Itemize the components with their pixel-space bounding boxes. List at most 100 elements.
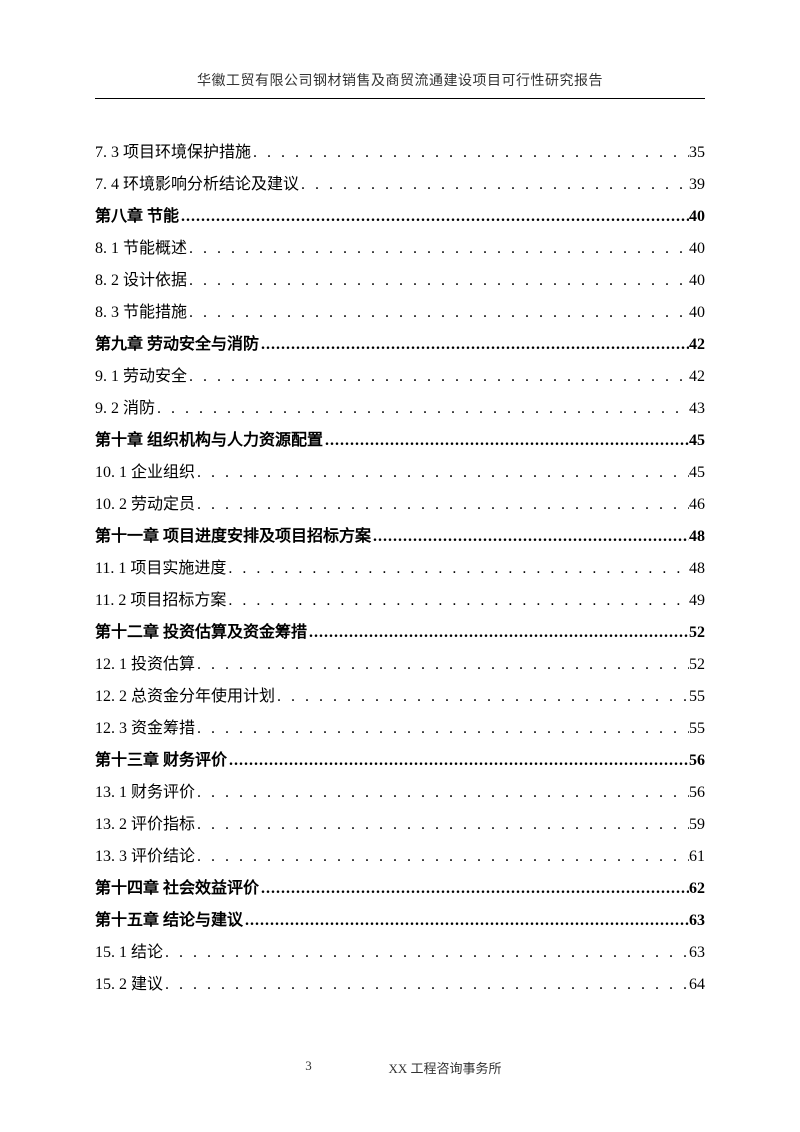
toc-page: 52 [689, 617, 705, 649]
toc-entry: 13. 1 财务评价. . . . . . . . . . . . . . . … [95, 777, 705, 809]
toc-entry: 第八章 节能..................................… [95, 201, 705, 233]
toc-page: 45 [689, 457, 705, 489]
toc-entry: 11. 2 项目招标方案. . . . . . . . . . . . . . … [95, 585, 705, 617]
toc-label: 12. 3 资金筹措 [95, 713, 195, 745]
toc-entry: 第九章 劳动安全与消防.............................… [95, 329, 705, 361]
toc-leader: . . . . . . . . . . . . . . . . . . . . … [195, 649, 689, 681]
toc-leader: ........................................… [259, 329, 689, 361]
toc-label: 9. 1 劳动安全 [95, 361, 187, 393]
toc-label: 15. 2 建议 [95, 969, 163, 1001]
toc-page: 45 [689, 425, 705, 457]
toc-leader: ........................................… [307, 617, 689, 649]
toc-leader: . . . . . . . . . . . . . . . . . . . . … [187, 361, 689, 393]
toc-label: 12. 1 投资估算 [95, 649, 195, 681]
toc-leader: ........................................… [371, 521, 689, 553]
toc-leader: . . . . . . . . . . . . . . . . . . . . … [299, 169, 689, 201]
toc-leader: ........................................… [227, 745, 689, 777]
toc-entry: 12. 3 资金筹措. . . . . . . . . . . . . . . … [95, 713, 705, 745]
toc-leader: . . . . . . . . . . . . . . . . . . . . … [195, 713, 689, 745]
toc-entry: 15. 1 结论. . . . . . . . . . . . . . . . … [95, 937, 705, 969]
page-footer: 3 XX 工程咨询事务所 [0, 1058, 800, 1077]
toc-entry: 9. 1 劳动安全. . . . . . . . . . . . . . . .… [95, 361, 705, 393]
toc-label: 8. 1 节能概述 [95, 233, 187, 265]
toc-label: 8. 2 设计依据 [95, 265, 187, 297]
toc-leader: . . . . . . . . . . . . . . . . . . . . … [275, 681, 689, 713]
toc-page: 61 [689, 841, 705, 873]
toc-page: 48 [689, 521, 705, 553]
toc-page: 52 [689, 649, 705, 681]
header-title: 华徽工贸有限公司钢材销售及商贸流通建设项目可行性研究报告 [197, 74, 603, 89]
toc-leader: . . . . . . . . . . . . . . . . . . . . … [195, 809, 689, 841]
toc-label: 第十章 组织机构与人力资源配置 [95, 425, 323, 457]
toc-entry: 第十二章 投资估算及资金筹措..........................… [95, 617, 705, 649]
toc-leader: . . . . . . . . . . . . . . . . . . . . … [226, 553, 689, 585]
footer-org: XX 工程咨询事务所 [388, 1058, 501, 1077]
toc-leader: . . . . . . . . . . . . . . . . . . . . … [187, 297, 689, 329]
toc-page: 49 [689, 585, 705, 617]
toc-page: 42 [689, 361, 705, 393]
toc-page: 59 [689, 809, 705, 841]
toc-entry: 7. 3 项目环境保护措施. . . . . . . . . . . . . .… [95, 137, 705, 169]
toc-entry: 7. 4 环境影响分析结论及建议. . . . . . . . . . . . … [95, 169, 705, 201]
toc-page: 63 [689, 937, 705, 969]
toc-page: 35 [689, 137, 705, 169]
toc-entry: 第十一章 项目进度安排及项目招标方案......................… [95, 521, 705, 553]
page-number: 3 [298, 1058, 318, 1077]
toc-label: 第十二章 投资估算及资金筹措 [95, 617, 307, 649]
toc-label: 7. 4 环境影响分析结论及建议 [95, 169, 299, 201]
toc-label: 第十五章 结论与建议 [95, 905, 243, 937]
toc-label: 11. 2 项目招标方案 [95, 585, 226, 617]
toc-label: 10. 1 企业组织 [95, 457, 195, 489]
toc-entry: 15. 2 建议. . . . . . . . . . . . . . . . … [95, 969, 705, 1001]
toc-label: 8. 3 节能措施 [95, 297, 187, 329]
toc-entry: 13. 2 评价指标. . . . . . . . . . . . . . . … [95, 809, 705, 841]
toc-label: 13. 1 财务评价 [95, 777, 195, 809]
toc-page: 40 [689, 265, 705, 297]
toc-label: 7. 3 项目环境保护措施 [95, 137, 251, 169]
toc-leader: . . . . . . . . . . . . . . . . . . . . … [163, 969, 689, 1001]
toc-leader: . . . . . . . . . . . . . . . . . . . . … [195, 457, 689, 489]
toc-leader: . . . . . . . . . . . . . . . . . . . . … [187, 265, 689, 297]
toc-page: 40 [689, 297, 705, 329]
toc-leader: . . . . . . . . . . . . . . . . . . . . … [195, 777, 689, 809]
toc-page: 56 [689, 745, 705, 777]
toc-entry: 12. 2 总资金分年使用计划. . . . . . . . . . . . .… [95, 681, 705, 713]
toc-leader: . . . . . . . . . . . . . . . . . . . . … [155, 393, 689, 425]
toc-page: 42 [689, 329, 705, 361]
toc-entry: 13. 3 评价结论. . . . . . . . . . . . . . . … [95, 841, 705, 873]
toc-page: 39 [689, 169, 705, 201]
toc-page: 55 [689, 713, 705, 745]
toc-entry: 8. 1 节能概述. . . . . . . . . . . . . . . .… [95, 233, 705, 265]
toc-entry: 10. 2 劳动定员. . . . . . . . . . . . . . . … [95, 489, 705, 521]
toc-leader: ........................................… [179, 201, 689, 233]
toc-label: 15. 1 结论 [95, 937, 163, 969]
toc-leader: ........................................… [243, 905, 689, 937]
toc-entry: 第十四章 社会效益评价.............................… [95, 873, 705, 905]
toc-page: 55 [689, 681, 705, 713]
toc-label: 13. 3 评价结论 [95, 841, 195, 873]
toc-page: 62 [689, 873, 705, 905]
toc-page: 43 [689, 393, 705, 425]
toc-entry: 10. 1 企业组织. . . . . . . . . . . . . . . … [95, 457, 705, 489]
toc-page: 40 [689, 233, 705, 265]
toc-leader: . . . . . . . . . . . . . . . . . . . . … [195, 841, 689, 873]
toc-label: 10. 2 劳动定员 [95, 489, 195, 521]
toc-label: 第十四章 社会效益评价 [95, 873, 259, 905]
toc-entry: 第十三章 财务评价...............................… [95, 745, 705, 777]
toc-label: 11. 1 项目实施进度 [95, 553, 226, 585]
toc-page: 46 [689, 489, 705, 521]
toc-leader: . . . . . . . . . . . . . . . . . . . . … [163, 937, 689, 969]
toc-entry: 8. 3 节能措施. . . . . . . . . . . . . . . .… [95, 297, 705, 329]
toc-leader: ........................................… [323, 425, 689, 457]
toc-page: 40 [689, 201, 705, 233]
toc-label: 第十一章 项目进度安排及项目招标方案 [95, 521, 371, 553]
table-of-contents: 7. 3 项目环境保护措施 . . . . . . . . . . . . . .… [95, 137, 705, 1001]
toc-page: 63 [689, 905, 705, 937]
toc-leader: . . . . . . . . . . . . . . . . . . . . … [195, 489, 689, 521]
toc-entry: 12. 1 投资估算. . . . . . . . . . . . . . . … [95, 649, 705, 681]
toc-entry: 11. 1 项目实施进度. . . . . . . . . . . . . . … [95, 553, 705, 585]
toc-label: 第十三章 财务评价 [95, 745, 227, 777]
toc-label: 第八章 节能 [95, 201, 179, 233]
toc-entry: 第十章 组织机构与人力资源配置.........................… [95, 425, 705, 457]
toc-label: 9. 2 消防 [95, 393, 155, 425]
